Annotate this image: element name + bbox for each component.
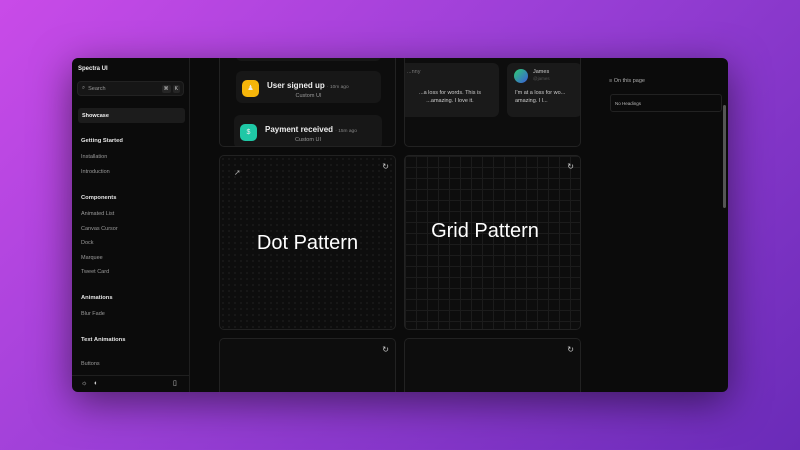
sidebar-item-buttons[interactable]: Buttons xyxy=(81,361,100,367)
refresh-icon[interactable]: ↻ xyxy=(382,162,389,171)
animated-list-card: ♟ User signed up · 10m ago Custom UI $ P… xyxy=(219,58,396,147)
sun-icon[interactable]: ☼ xyxy=(81,380,88,387)
refresh-icon[interactable]: ↻ xyxy=(382,345,389,354)
notification-subtitle: Custom UI xyxy=(295,93,322,99)
tweet-text: I'm at a loss for wo... amazing. I l... xyxy=(515,90,566,104)
group-getting-started: Getting Started xyxy=(81,138,123,144)
search-input[interactable]: ⌕ Search ⌘ K xyxy=(77,81,184,96)
tweet-handle: @james xyxy=(533,76,550,81)
payment-icon: $ xyxy=(240,124,257,141)
toc-title: On this page xyxy=(613,78,645,84)
sidebar-item-canvas-cursor[interactable]: Canvas Cursor xyxy=(81,226,118,232)
grid-pattern-title: Grid Pattern xyxy=(431,220,539,242)
sidebar-item-introduction[interactable]: Introduction xyxy=(81,169,110,175)
avatar xyxy=(514,69,528,83)
user-icon: ♟ xyxy=(242,80,259,97)
notification-time: · 15m ago xyxy=(335,129,357,134)
group-text-animations: Text Animations xyxy=(81,337,126,343)
app-title: Spectra UI xyxy=(78,66,108,72)
tweet-author: ...nny xyxy=(407,69,421,75)
cursor-icon: ➚ xyxy=(234,168,241,177)
sidebar-item-installation[interactable]: Installation xyxy=(81,154,108,160)
dot-pattern-title: Dot Pattern xyxy=(256,232,359,254)
sidebar-item-marquee[interactable]: Marquee xyxy=(81,255,103,261)
sidebar-item-animated-list[interactable]: Animated List xyxy=(81,211,115,217)
notification-item: ♟ User signed up · 10m ago Custom UI xyxy=(236,71,381,103)
moon-icon[interactable]: ◐ xyxy=(94,380,99,387)
tweet-card: James @james I'm at a loss for wo... ama… xyxy=(507,63,580,117)
toc-heading: ≡ On this page xyxy=(609,78,645,84)
notification-title: User signed up xyxy=(267,81,325,90)
notification-time: · 10m ago xyxy=(327,85,349,90)
grid-pattern-card: ↻ Grid Pattern xyxy=(404,155,581,330)
dot-pattern-card: ↻ ➚ Dot Pattern xyxy=(219,155,396,330)
sidebar-toggle-icon[interactable]: ▯ xyxy=(173,380,177,387)
kbd-cmd: ⌘ xyxy=(161,84,171,93)
toc-box: No Headings xyxy=(610,94,722,112)
refresh-icon[interactable]: ↻ xyxy=(567,345,574,354)
sidebar-item-dock[interactable]: Dock xyxy=(81,240,94,246)
sidebar-item-showcase[interactable]: Showcase xyxy=(78,108,185,123)
sidebar-item-tweet-card[interactable]: Tweet Card xyxy=(81,269,110,275)
group-animations: Animations xyxy=(81,295,113,301)
scrollbar[interactable] xyxy=(723,105,726,208)
search-placeholder: Search xyxy=(88,85,106,92)
refresh-icon[interactable]: ↻ xyxy=(567,162,574,171)
sidebar-footer: ☼ ◐ ▯ xyxy=(72,375,190,392)
tweet-marquee-card: ...nny ...a loss for words. This is ...a… xyxy=(404,58,581,147)
component-card: ↻ xyxy=(219,338,396,392)
component-card: ↻ xyxy=(404,338,581,392)
app-window: Spectra UI ⌕ Search ⌘ K Showcase Getting St… xyxy=(72,58,728,392)
notification-subtitle: Custom UI xyxy=(295,137,321,143)
notification-partial xyxy=(236,58,381,61)
search-icon: ⌕ xyxy=(82,85,86,91)
tweet-text: ...a loss for words. This is ...amazing.… xyxy=(419,90,481,104)
tweet-card: ...nny ...a loss for words. This is ...a… xyxy=(405,63,499,117)
notification-item: $ Payment received · 15m ago Custom UI xyxy=(234,115,382,146)
kbd-k: K xyxy=(172,84,180,93)
sidebar: Spectra UI ⌕ Search ⌘ K Showcase Getting St… xyxy=(72,58,190,392)
sidebar-item-blur-fade[interactable]: Blur Fade xyxy=(81,311,105,317)
notification-title: Payment received xyxy=(265,125,334,134)
tweet-author: James xyxy=(533,69,550,75)
group-components: Components xyxy=(81,195,117,201)
list-icon: ≡ xyxy=(609,78,614,84)
